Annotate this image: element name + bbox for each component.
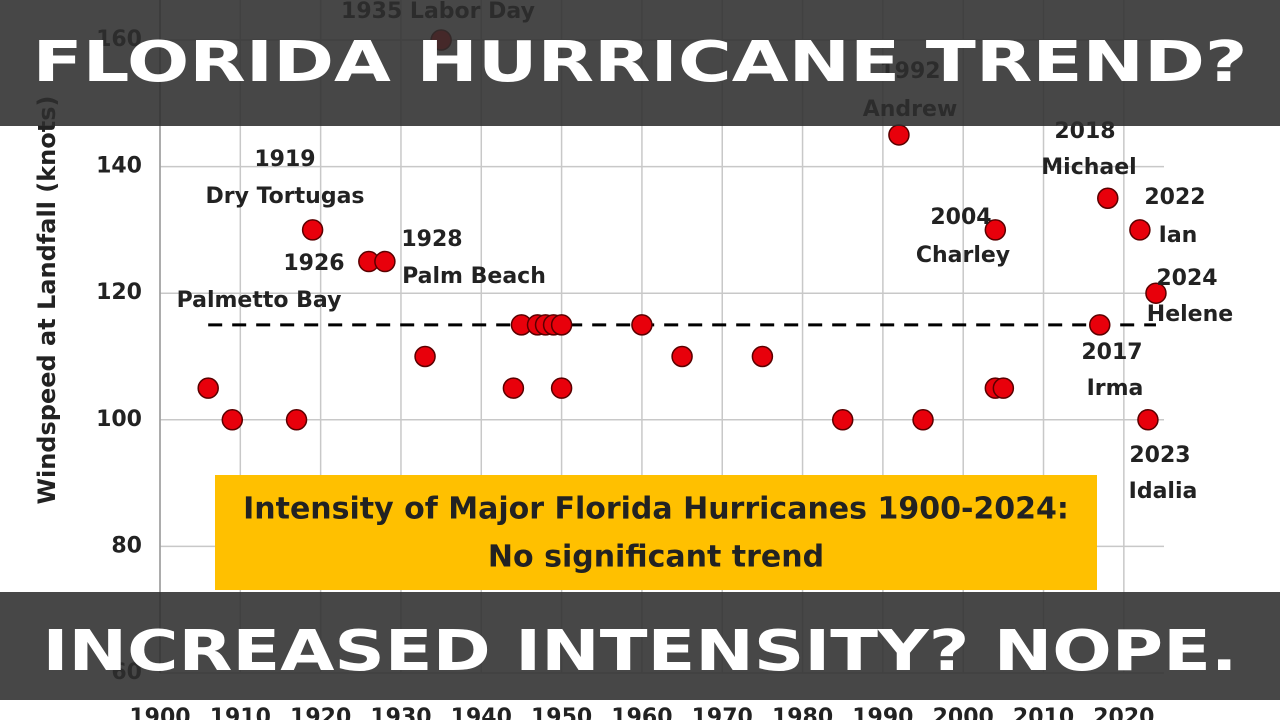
annotation: Palm Beach xyxy=(402,264,546,289)
point xyxy=(1145,282,1167,304)
point xyxy=(912,409,934,431)
x-tick-label: 2020 xyxy=(1093,705,1154,720)
x-tick-label: 2010 xyxy=(1013,705,1074,720)
point xyxy=(1088,314,1111,336)
x-tick-label: 2000 xyxy=(933,705,994,720)
y-tick-label: 80 xyxy=(111,533,142,558)
annotation: 2022 xyxy=(1144,185,1205,210)
annotation: Idalia xyxy=(1129,479,1198,504)
point xyxy=(374,250,396,273)
x-tick-label: 1920 xyxy=(290,705,351,720)
y-axis-label: Windspeed at Landfall (knots) xyxy=(33,96,61,505)
point xyxy=(671,345,693,368)
point xyxy=(1097,187,1119,209)
annotation: 2004 xyxy=(930,205,991,230)
point xyxy=(301,219,324,241)
point xyxy=(414,345,436,368)
point xyxy=(831,409,854,431)
top-banner xyxy=(0,0,1280,126)
top-banner-text: FLORIDA HURRICANE TREND? xyxy=(33,30,1248,95)
point xyxy=(751,345,774,368)
y-tick-label: 140 xyxy=(96,154,142,179)
annotation: 2024 xyxy=(1156,266,1217,291)
point xyxy=(1137,409,1159,431)
x-tick-label: 1910 xyxy=(210,705,271,720)
x-tick-label: 1990 xyxy=(852,705,913,720)
annotation: 1928 xyxy=(401,227,462,252)
x-tick-label: 1970 xyxy=(692,705,753,720)
annotation: 1926 xyxy=(283,251,344,276)
annotation: Dry Tortugas xyxy=(205,184,364,209)
x-tick-label: 1960 xyxy=(611,705,672,720)
bottom-banner-text: INCREASED INTENSITY? NOPE. xyxy=(43,619,1238,684)
point xyxy=(550,314,573,336)
x-tick-label: 1900 xyxy=(129,705,190,720)
callout-box xyxy=(215,475,1097,590)
callout-line: No significant trend xyxy=(488,540,824,575)
annotation: Charley xyxy=(916,243,1010,268)
bottom-banner xyxy=(0,592,1280,700)
callout-line: Intensity of Major Florida Hurricanes 19… xyxy=(243,492,1069,527)
point xyxy=(285,409,308,431)
point xyxy=(502,377,525,399)
annotation: 2023 xyxy=(1129,443,1190,468)
x-tick-label: 1950 xyxy=(531,705,592,720)
x-tick-label: 1980 xyxy=(772,705,833,720)
annotation: 1919 xyxy=(254,147,315,172)
y-tick-label: 120 xyxy=(96,280,142,305)
point xyxy=(992,377,1015,399)
annotation: Palmetto Bay xyxy=(177,288,342,313)
point xyxy=(221,409,244,431)
x-tick-label: 1930 xyxy=(370,705,431,720)
annotation: Irma xyxy=(1087,376,1144,401)
point xyxy=(550,377,573,399)
point xyxy=(1129,219,1151,241)
y-tick-label: 100 xyxy=(96,407,142,432)
annotation: Helene xyxy=(1147,302,1233,327)
point xyxy=(197,377,219,399)
annotation: Michael xyxy=(1041,155,1136,180)
annotation: 2017 xyxy=(1081,340,1142,365)
point xyxy=(984,219,1007,241)
annotation: Ian xyxy=(1159,223,1198,248)
x-tick-label: 1940 xyxy=(451,705,512,720)
point xyxy=(888,124,910,146)
point xyxy=(631,314,653,336)
